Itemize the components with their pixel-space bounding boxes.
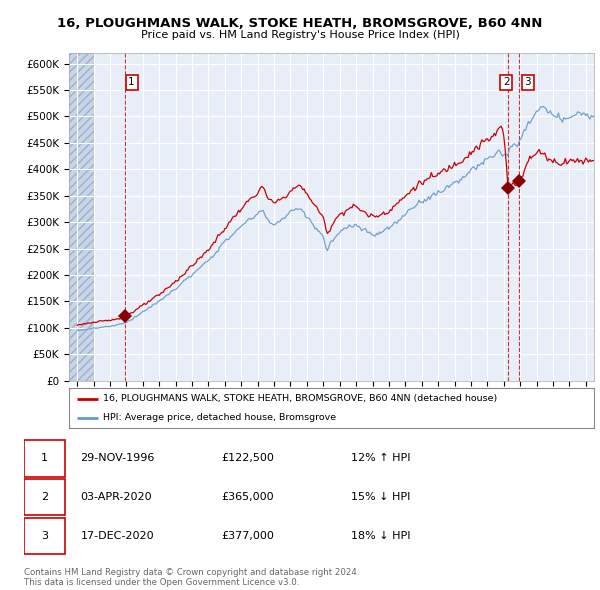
Text: 3: 3 [41, 531, 48, 541]
Text: £365,000: £365,000 [221, 492, 274, 502]
Text: 17-DEC-2020: 17-DEC-2020 [80, 531, 154, 541]
Text: Price paid vs. HM Land Registry's House Price Index (HPI): Price paid vs. HM Land Registry's House … [140, 31, 460, 40]
FancyBboxPatch shape [24, 440, 65, 477]
Text: 1: 1 [128, 77, 135, 87]
Text: £377,000: £377,000 [221, 531, 274, 541]
Text: 15% ↓ HPI: 15% ↓ HPI [351, 492, 410, 502]
FancyBboxPatch shape [24, 517, 65, 554]
Text: 1: 1 [41, 453, 48, 463]
Text: 16, PLOUGHMANS WALK, STOKE HEATH, BROMSGROVE, B60 4NN: 16, PLOUGHMANS WALK, STOKE HEATH, BROMSG… [58, 17, 542, 30]
Text: 16, PLOUGHMANS WALK, STOKE HEATH, BROMSGROVE, B60 4NN (detached house): 16, PLOUGHMANS WALK, STOKE HEATH, BROMSG… [103, 394, 497, 404]
Bar [69, 53, 94, 381]
Text: 2: 2 [41, 492, 48, 502]
Text: 2: 2 [503, 77, 509, 87]
Text: £122,500: £122,500 [221, 453, 274, 463]
Text: 03-APR-2020: 03-APR-2020 [80, 492, 152, 502]
Text: 18% ↓ HPI: 18% ↓ HPI [351, 531, 410, 541]
Text: Contains HM Land Registry data © Crown copyright and database right 2024.: Contains HM Land Registry data © Crown c… [24, 568, 359, 577]
Text: 12% ↑ HPI: 12% ↑ HPI [351, 453, 410, 463]
Text: 29-NOV-1996: 29-NOV-1996 [80, 453, 155, 463]
Text: HPI: Average price, detached house, Bromsgrove: HPI: Average price, detached house, Brom… [103, 413, 336, 422]
Text: This data is licensed under the Open Government Licence v3.0.: This data is licensed under the Open Gov… [24, 578, 299, 588]
Text: 3: 3 [524, 77, 531, 87]
FancyBboxPatch shape [24, 479, 65, 515]
